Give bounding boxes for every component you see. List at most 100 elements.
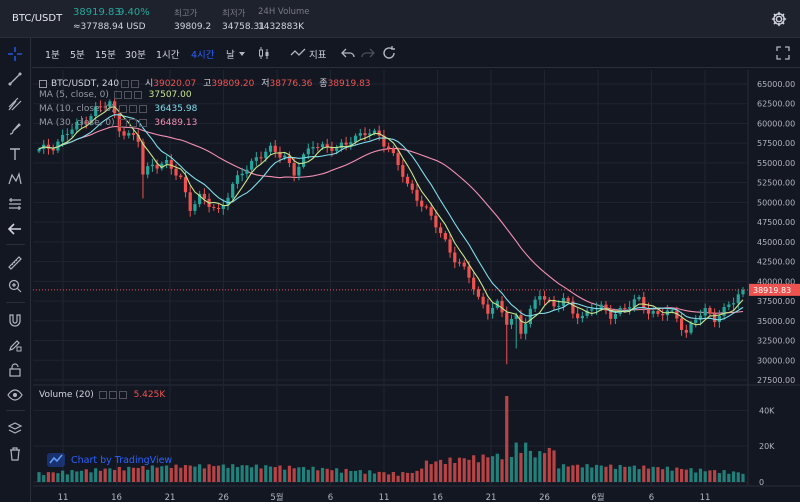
candle-body — [420, 200, 424, 207]
settings-toggle[interactable] — [131, 79, 140, 88]
reset-icon[interactable] — [381, 45, 397, 61]
crosshair-tool[interactable] — [5, 44, 25, 64]
measure-tool[interactable] — [5, 253, 25, 273]
volume-remove[interactable] — [118, 390, 127, 399]
volume-bar — [61, 470, 65, 482]
chart-area[interactable]: 65000.00 62500.00 60000.00 57500.00 55000.00… — [33, 70, 800, 502]
interval-1h[interactable]: 1시간 — [156, 50, 180, 61]
candle-body — [287, 155, 292, 164]
candle-body — [476, 289, 481, 297]
lock-icon — [9, 363, 21, 377]
candle-body — [268, 145, 273, 152]
collapse-icon[interactable] — [39, 79, 47, 88]
chevron-down-icon[interactable] — [239, 52, 245, 56]
volume-legend-label: Volume (20) — [39, 390, 94, 400]
ma10-remove[interactable] — [139, 104, 148, 113]
volume-bar — [490, 456, 495, 482]
back-tool[interactable] — [5, 219, 25, 239]
ma5-settings[interactable] — [123, 90, 132, 99]
ma30-line — [38, 125, 744, 314]
ma30-remove[interactable] — [139, 118, 148, 127]
delete-tool[interactable] — [5, 444, 25, 464]
ma10-settings[interactable] — [129, 104, 138, 113]
interval-5m[interactable]: 5분 — [70, 50, 85, 61]
text-tool[interactable] — [5, 144, 25, 164]
candle-body — [372, 130, 377, 134]
tradingview-branding[interactable]: Chart by TradingView — [47, 449, 172, 471]
lock-tool[interactable] — [5, 360, 25, 380]
volume-bar — [169, 468, 173, 482]
symbol-name[interactable]: BTC/USDT — [12, 13, 63, 24]
pattern-tool[interactable] — [5, 169, 25, 189]
candle-body — [353, 135, 358, 143]
layers-tool[interactable] — [5, 419, 25, 439]
gear-icon[interactable] — [771, 11, 787, 27]
candle-body — [656, 311, 660, 314]
volume-bar — [670, 470, 674, 482]
volume-bar — [183, 465, 188, 482]
volume-bar — [387, 474, 391, 482]
zoom-tool[interactable] — [5, 276, 25, 296]
candle-body — [297, 166, 301, 176]
volume-bar — [462, 458, 466, 482]
volume-bar — [514, 442, 518, 482]
candle-body — [320, 144, 325, 148]
indicators-icon[interactable] — [290, 45, 306, 61]
volume-bar — [311, 466, 315, 482]
volume-bar — [240, 465, 244, 482]
ma30-legend[interactable]: MA (30, close, 0) 36489.13 — [39, 118, 197, 128]
ma10-legend[interactable]: MA (10, close, 0) 36435.98 — [39, 104, 197, 114]
ma30-visibility[interactable] — [119, 118, 128, 127]
ma5-legend[interactable]: MA (5, close, 0) 37507.00 — [39, 90, 192, 100]
candle-body — [150, 164, 154, 167]
ma10-visibility[interactable] — [119, 104, 128, 113]
visibility-tool[interactable] — [5, 385, 25, 405]
ma5-remove[interactable] — [133, 90, 142, 99]
ma5-visibility[interactable] — [113, 90, 122, 99]
y-tick-label: 27500.00 — [757, 376, 795, 385]
volume-visibility[interactable] — [98, 390, 107, 399]
volume-bar — [339, 472, 343, 482]
pitchfork-tool[interactable] — [5, 94, 25, 114]
candle-body — [273, 145, 277, 152]
interval-4h[interactable]: 4시간 — [191, 50, 215, 61]
prediction-tool[interactable] — [5, 194, 25, 214]
visibility-toggle[interactable] — [121, 79, 130, 88]
interval-15m[interactable]: 15분 — [95, 50, 116, 61]
candles-icon[interactable] — [256, 45, 272, 61]
candle-body — [703, 307, 707, 316]
tradingview-text: Chart by TradingView — [71, 454, 173, 466]
magnet-tool[interactable] — [5, 311, 25, 331]
indicators-button[interactable]: 지표 — [309, 50, 327, 61]
volume-bar — [694, 472, 698, 482]
ma30-settings[interactable] — [129, 118, 138, 127]
price-chart[interactable]: 65000.00 62500.00 60000.00 57500.00 55000.00… — [33, 70, 800, 502]
redo-icon[interactable] — [360, 45, 376, 61]
volume-bar — [127, 466, 131, 482]
ma10-label: MA (10, close, 0) — [39, 104, 115, 114]
volume-bar — [424, 460, 429, 482]
volume-bar — [642, 465, 646, 482]
candle-body — [684, 329, 688, 333]
candle-body — [585, 310, 589, 316]
undo-icon[interactable] — [340, 45, 356, 61]
brush-tool[interactable] — [5, 119, 25, 139]
y-tick-label: 42500.00 — [757, 258, 795, 267]
candle-body — [311, 147, 315, 149]
volume-settings[interactable] — [108, 390, 117, 399]
fullscreen-icon[interactable] — [775, 45, 791, 61]
volume-bar — [292, 468, 296, 482]
volume-bar — [405, 472, 410, 482]
trend-line-tool[interactable] — [5, 69, 25, 89]
volume-bar — [646, 468, 651, 482]
candle-body — [155, 164, 159, 169]
volume-bar — [117, 466, 121, 482]
volume-legend[interactable]: Volume (20) 5.425K — [39, 390, 165, 400]
candle-body — [590, 309, 594, 311]
interval-day[interactable]: 날 — [226, 50, 235, 61]
interval-1m[interactable]: 1분 — [45, 50, 60, 61]
lock-drawing-tool[interactable] — [5, 335, 25, 355]
interval-30m[interactable]: 30분 — [125, 50, 146, 61]
last-price: 38919.83 — [73, 7, 121, 18]
y-tick-label: 60000.00 — [757, 119, 795, 128]
